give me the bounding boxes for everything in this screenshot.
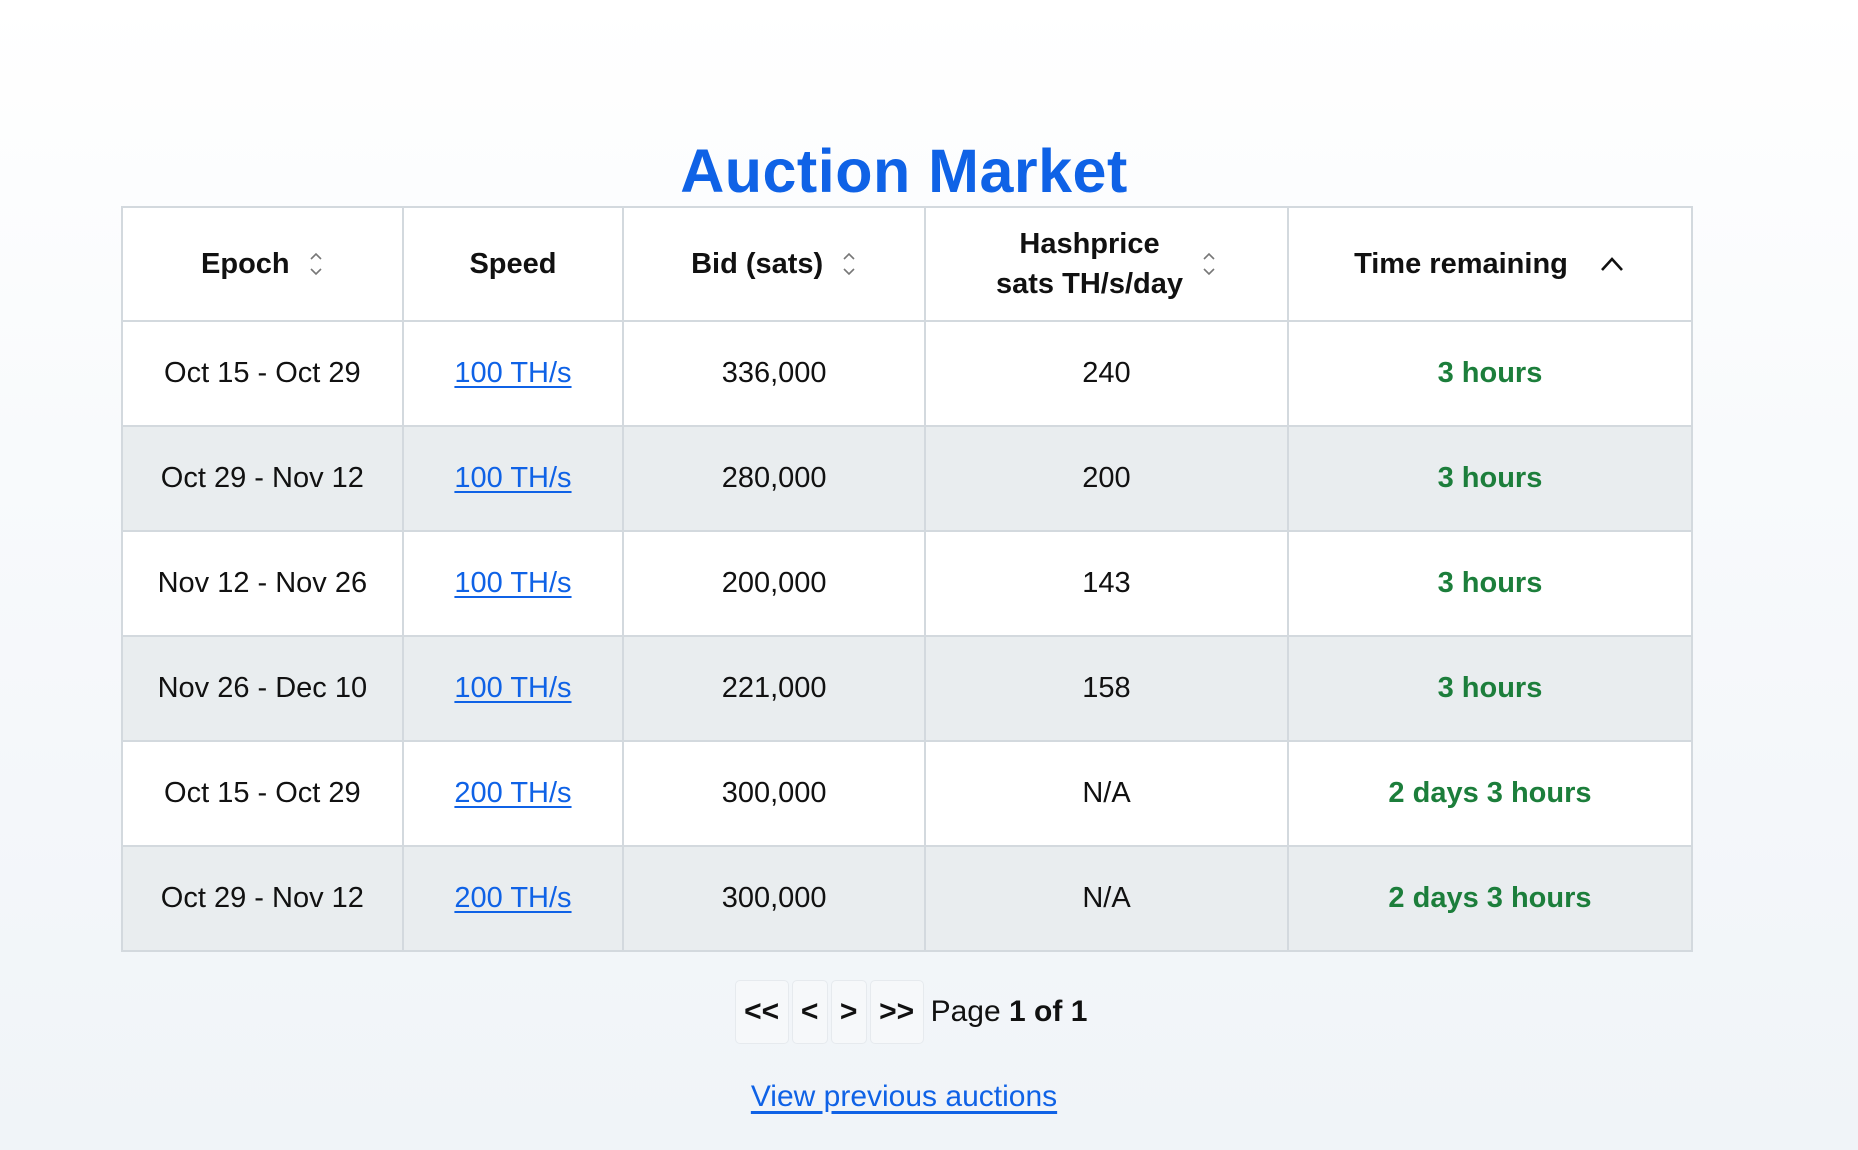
speed-link[interactable]: 200 TH/s bbox=[454, 777, 572, 809]
first-page-button[interactable]: << bbox=[734, 980, 789, 1044]
cell-hashprice: 158 bbox=[924, 635, 1289, 742]
speed-link[interactable]: 100 TH/s bbox=[454, 567, 572, 599]
sort-ascending-icon[interactable] bbox=[1598, 254, 1626, 274]
cell-epoch: Oct 29 - Nov 12 bbox=[123, 845, 404, 950]
cell-epoch: Oct 15 - Oct 29 bbox=[123, 740, 404, 847]
table-row: Oct 15 - Oct 29 200 TH/s 300,000 N/A 2 d… bbox=[123, 740, 1691, 847]
table-header-row: Epoch Speed Bid (sats) bbox=[123, 208, 1691, 322]
cell-hashprice: 143 bbox=[924, 530, 1289, 637]
speed-link[interactable]: 200 TH/s bbox=[454, 882, 572, 914]
auction-table: Epoch Speed Bid (sats) bbox=[121, 206, 1693, 952]
cell-speed: 100 TH/s bbox=[401, 320, 625, 427]
header-time-remaining-label: Time remaining bbox=[1354, 247, 1568, 280]
cell-bid: 300,000 bbox=[622, 845, 927, 950]
cell-epoch: Oct 15 - Oct 29 bbox=[123, 320, 404, 427]
cell-epoch: Nov 12 - Nov 26 bbox=[123, 530, 404, 637]
cell-hashprice: 240 bbox=[924, 320, 1289, 427]
cell-speed: 200 TH/s bbox=[401, 845, 625, 950]
cell-time-remaining: 3 hours bbox=[1286, 425, 1691, 532]
cell-time-remaining: 3 hours bbox=[1286, 635, 1691, 742]
page-info: 1 of 1 bbox=[1009, 995, 1088, 1028]
header-speed-label: Speed bbox=[469, 247, 557, 280]
page-indicator: Page 1 of 1 bbox=[931, 995, 1088, 1029]
cell-speed: 200 TH/s bbox=[401, 740, 625, 847]
pagination-controls: << < > >> Page 1 of 1 bbox=[734, 980, 1088, 1044]
header-epoch-label: Epoch bbox=[201, 247, 290, 280]
page-prefix: Page bbox=[930, 995, 1001, 1028]
header-epoch[interactable]: Epoch bbox=[123, 208, 404, 322]
header-bid-label: Bid (sats) bbox=[691, 247, 824, 280]
prev-page-button[interactable]: < bbox=[791, 980, 828, 1044]
cell-time-remaining: 3 hours bbox=[1286, 320, 1691, 427]
cell-epoch: Nov 26 - Dec 10 bbox=[123, 635, 404, 742]
sort-updown-icon[interactable] bbox=[1201, 249, 1217, 279]
last-page-button[interactable]: >> bbox=[869, 980, 924, 1044]
header-hashprice-line2: sats TH/s/day bbox=[996, 268, 1183, 300]
view-previous-auctions-link[interactable]: View previous auctions bbox=[750, 1080, 1058, 1113]
table-row: Oct 29 - Nov 12 100 TH/s 280,000 200 3 h… bbox=[123, 425, 1691, 532]
auction-table-grid: Epoch Speed Bid (sats) bbox=[123, 208, 1691, 950]
cell-hashprice: 200 bbox=[924, 425, 1289, 532]
cell-bid: 221,000 bbox=[622, 635, 927, 742]
cell-time-remaining: 2 days 3 hours bbox=[1286, 740, 1691, 847]
page-title: Auction Market bbox=[680, 136, 1128, 205]
header-time-remaining[interactable]: Time remaining bbox=[1286, 208, 1691, 322]
cell-bid: 280,000 bbox=[622, 425, 927, 532]
cell-time-remaining: 3 hours bbox=[1286, 530, 1691, 637]
cell-bid: 336,000 bbox=[622, 320, 927, 427]
pagination: << < > >> Page 1 of 1 bbox=[0, 980, 1808, 1044]
speed-link[interactable]: 100 TH/s bbox=[454, 672, 572, 704]
table-row: Nov 12 - Nov 26 100 TH/s 200,000 143 3 h… bbox=[123, 530, 1691, 637]
next-page-button[interactable]: > bbox=[830, 980, 867, 1044]
cell-speed: 100 TH/s bbox=[401, 425, 625, 532]
cell-speed: 100 TH/s bbox=[401, 635, 625, 742]
header-hashprice[interactable]: Hashprice sats TH/s/day bbox=[924, 208, 1289, 322]
sort-updown-icon[interactable] bbox=[308, 249, 324, 279]
speed-link[interactable]: 100 TH/s bbox=[454, 462, 572, 494]
cell-hashprice: N/A bbox=[924, 845, 1289, 950]
header-bid[interactable]: Bid (sats) bbox=[622, 208, 927, 322]
cell-time-remaining: 2 days 3 hours bbox=[1286, 845, 1691, 950]
sort-updown-icon[interactable] bbox=[841, 249, 857, 279]
table-row: Oct 15 - Oct 29 100 TH/s 336,000 240 3 h… bbox=[123, 320, 1691, 427]
header-hashprice-label: Hashprice sats TH/s/day bbox=[996, 224, 1183, 304]
header-hashprice-line1: Hashprice bbox=[1019, 228, 1160, 260]
speed-link[interactable]: 100 TH/s bbox=[454, 357, 572, 389]
table-row: Nov 26 - Dec 10 100 TH/s 221,000 158 3 h… bbox=[123, 635, 1691, 742]
cell-bid: 200,000 bbox=[622, 530, 927, 637]
cell-bid: 300,000 bbox=[622, 740, 927, 847]
table-row: Oct 29 - Nov 12 200 TH/s 300,000 N/A 2 d… bbox=[123, 845, 1691, 950]
header-speed: Speed bbox=[401, 208, 625, 322]
cell-hashprice: N/A bbox=[924, 740, 1289, 847]
cell-speed: 100 TH/s bbox=[401, 530, 625, 637]
cell-epoch: Oct 29 - Nov 12 bbox=[123, 425, 404, 532]
